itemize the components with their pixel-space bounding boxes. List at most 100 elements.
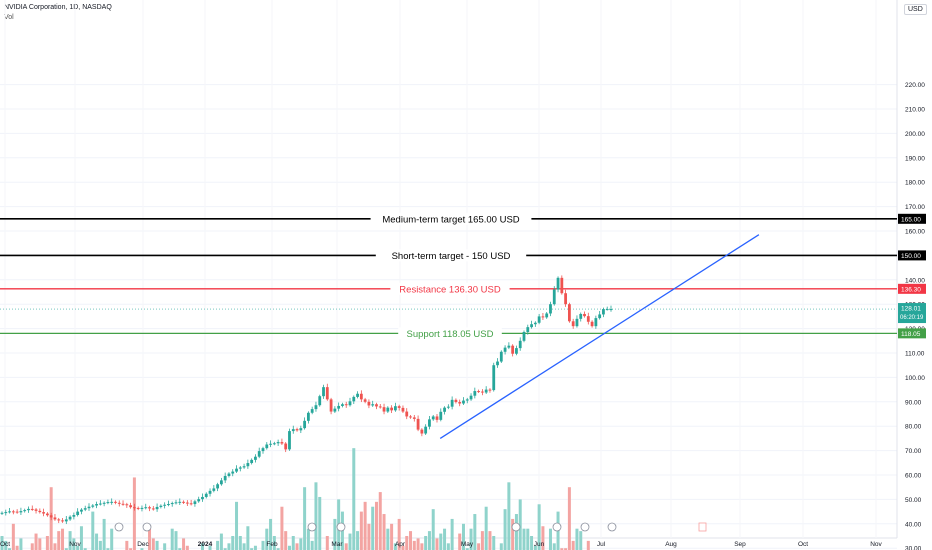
candle bbox=[318, 396, 322, 406]
candle bbox=[216, 484, 220, 489]
volume-bar bbox=[155, 540, 159, 550]
x-tick-label: Jun bbox=[534, 541, 545, 548]
volume-bar bbox=[499, 543, 503, 550]
candle bbox=[363, 399, 367, 402]
y-tick-label: 170.00 bbox=[905, 204, 925, 211]
candle bbox=[552, 289, 556, 305]
volume-bar bbox=[518, 499, 522, 550]
candle bbox=[291, 429, 295, 432]
candle bbox=[197, 499, 201, 502]
candle bbox=[303, 420, 307, 429]
x-tick-label: Sep bbox=[734, 541, 746, 548]
candle bbox=[416, 418, 420, 430]
candle bbox=[159, 505, 163, 507]
last-price-tag bbox=[898, 303, 926, 324]
volume-bar bbox=[560, 548, 564, 550]
candle bbox=[299, 428, 303, 431]
candle bbox=[598, 314, 602, 319]
volume-bar bbox=[64, 548, 68, 550]
volume-bar bbox=[314, 482, 318, 550]
volume-bar bbox=[272, 536, 276, 550]
candle bbox=[246, 463, 250, 467]
candle bbox=[231, 471, 235, 474]
volume-bar bbox=[238, 536, 242, 550]
candle bbox=[219, 480, 223, 485]
volume-bar bbox=[306, 528, 310, 550]
candle bbox=[480, 391, 484, 393]
candle bbox=[541, 316, 545, 318]
volume-bar bbox=[4, 540, 8, 550]
candle bbox=[390, 407, 394, 411]
x-tick-label: Nov bbox=[870, 541, 882, 548]
candle bbox=[11, 511, 15, 513]
volume-bar bbox=[235, 501, 239, 550]
candle bbox=[571, 321, 575, 327]
volume-bar bbox=[420, 543, 424, 550]
volume-bar bbox=[174, 531, 178, 550]
volume-bar bbox=[530, 536, 534, 550]
volume-bar bbox=[57, 531, 61, 550]
candle bbox=[265, 444, 269, 449]
y-tick-label: 110.00 bbox=[905, 351, 925, 358]
y-tick-label: 200.00 bbox=[905, 131, 925, 138]
volume-bar bbox=[140, 548, 144, 550]
candle bbox=[72, 515, 76, 517]
candle bbox=[586, 316, 590, 322]
candle bbox=[537, 316, 541, 323]
trendline bbox=[439, 234, 760, 439]
volume-bar bbox=[552, 543, 556, 550]
price-tag bbox=[898, 250, 926, 261]
candle bbox=[458, 402, 462, 404]
volume-bar bbox=[284, 531, 288, 550]
level-label: Support 118.05 USD bbox=[407, 329, 494, 340]
candle bbox=[386, 407, 390, 412]
candle bbox=[163, 504, 167, 506]
currency-label[interactable]: USD bbox=[904, 4, 927, 15]
volume-bar bbox=[98, 540, 102, 550]
candle bbox=[170, 503, 174, 505]
level-label: Short-term target - 150 USD bbox=[392, 251, 511, 262]
candle bbox=[64, 519, 68, 522]
volume-bar bbox=[397, 518, 401, 550]
volume-bar bbox=[443, 528, 447, 550]
candle bbox=[276, 442, 280, 444]
volume-bar bbox=[269, 518, 273, 550]
price-tag-label: 136.30 bbox=[901, 286, 921, 293]
y-tick-label: 50.00 bbox=[905, 497, 922, 504]
candle bbox=[412, 417, 416, 419]
volume-bar bbox=[76, 545, 80, 550]
volume-bar bbox=[458, 533, 462, 550]
volume-bar bbox=[250, 548, 254, 550]
y-tick-label: 70.00 bbox=[905, 448, 922, 455]
candle bbox=[341, 404, 344, 406]
volume-bar bbox=[378, 492, 382, 550]
x-tick-label: Oct bbox=[798, 541, 808, 548]
candle bbox=[533, 322, 537, 325]
volume-indicator-label[interactable]: Vol bbox=[4, 14, 14, 21]
volume-bar bbox=[424, 536, 428, 550]
candle bbox=[57, 519, 61, 521]
candle bbox=[42, 512, 46, 514]
candle bbox=[295, 429, 299, 431]
x-tick-label: Nov bbox=[69, 541, 81, 548]
y-tick-label: 90.00 bbox=[905, 399, 922, 406]
volume-bar bbox=[45, 536, 49, 550]
candle bbox=[609, 309, 613, 311]
y-tick-label: 30.00 bbox=[905, 546, 922, 550]
volume-bar bbox=[469, 528, 473, 550]
volume-bar bbox=[110, 528, 114, 550]
level-label-bg bbox=[398, 327, 502, 340]
volume-bar bbox=[526, 528, 530, 550]
volume-bar bbox=[53, 543, 57, 550]
volume-bar bbox=[461, 523, 465, 550]
volume-bar bbox=[182, 538, 186, 550]
y-tick-label: 40.00 bbox=[905, 521, 922, 528]
level-label-bg bbox=[390, 282, 510, 295]
price-tag bbox=[898, 283, 926, 294]
volume-bar bbox=[299, 538, 303, 550]
volume-bar bbox=[325, 536, 329, 550]
candle bbox=[560, 277, 564, 294]
candle bbox=[484, 389, 488, 393]
volume-bar bbox=[318, 496, 322, 550]
